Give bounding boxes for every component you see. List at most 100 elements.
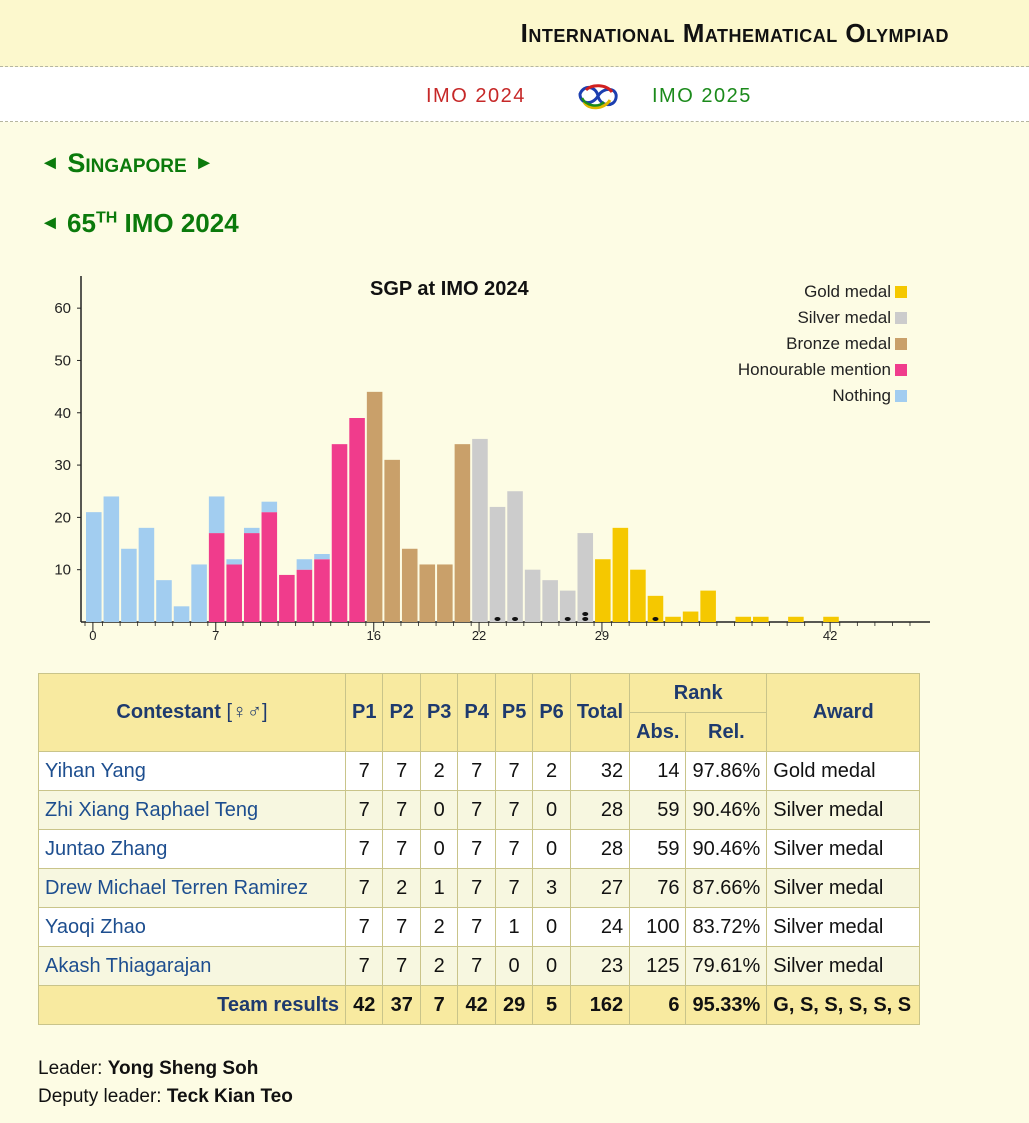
rank-abs: 76 [629, 868, 687, 908]
problem-score: 7 [344, 790, 384, 830]
col-p6[interactable]: P6 [532, 673, 571, 752]
bar-nothing-1 [103, 496, 120, 622]
col-p3[interactable]: P3 [419, 673, 459, 752]
problem-score: 2 [382, 868, 421, 908]
legend-gold-swatch [895, 286, 907, 298]
bar-gold-32 [647, 595, 664, 622]
bar-nothing-8 [226, 559, 242, 565]
col-award[interactable]: Award [766, 673, 921, 752]
imo-logo-icon[interactable] [574, 80, 622, 116]
col-p2[interactable]: P2 [382, 673, 421, 752]
contestant-name[interactable]: Drew Michael Terren Ramirez [38, 868, 346, 908]
prev-edition-link[interactable]: IMO 2024 [426, 85, 526, 107]
bar-silver-27 [559, 590, 576, 622]
award: Silver medal [766, 946, 921, 986]
bar-gold-31 [630, 569, 646, 622]
problem-score: 7 [494, 790, 534, 830]
rank-rel: 79.61% [685, 946, 768, 986]
problem-score: 0 [532, 907, 571, 947]
col-rank-abs[interactable]: Abs. [629, 712, 687, 752]
bar-nothing-2 [121, 548, 137, 622]
problem-score: 7 [457, 907, 496, 947]
bar-nothing-5 [173, 606, 190, 622]
bar-honourable-14 [331, 444, 348, 622]
edition-nav: IMO 2024 IMO 2025 [0, 67, 1029, 122]
prev-edition-arrow[interactable]: ◄ [40, 212, 60, 234]
bar-honourable-9 [243, 533, 260, 622]
problem-score: 7 [382, 907, 421, 947]
rank-abs: 14 [629, 751, 687, 791]
y-tick-label: 50 [54, 352, 71, 369]
team-total: 162 [569, 985, 631, 1025]
gender-symbols[interactable]: [♀♂] [226, 701, 268, 723]
contestant-name[interactable]: Yaoqi Zhao [38, 907, 346, 947]
rank-abs: 125 [629, 946, 687, 986]
contestant-name[interactable]: Akash Thiagarajan [38, 946, 346, 986]
contestant-name[interactable]: Zhi Xiang Raphael Teng [38, 790, 346, 830]
problem-score: 1 [419, 868, 459, 908]
team-rank-rel: 95.33% [685, 985, 768, 1025]
problem-score: 7 [382, 790, 421, 830]
leader-name[interactable]: Yong Sheng Soh [107, 1058, 259, 1079]
y-tick-label: 30 [54, 457, 71, 474]
bar-silver-28 [577, 533, 594, 622]
rank-abs: 59 [629, 790, 687, 830]
bar-gold-37 [735, 616, 752, 622]
col-p1[interactable]: P1 [344, 673, 384, 752]
edition-number: 65 [67, 208, 96, 238]
chart-title: SGP at IMO 2024 [370, 278, 529, 300]
col-rank-rel[interactable]: Rel. [685, 712, 768, 752]
prev-country-arrow[interactable]: ◄ [40, 152, 60, 174]
leaders-info: Leader: Yong Sheng Soh Deputy leader: Te… [38, 1055, 293, 1111]
award: Silver medal [766, 829, 921, 869]
bar-nothing-0 [86, 512, 102, 622]
next-edition-link[interactable]: IMO 2025 [652, 85, 752, 107]
legend-honourable-label: Honourable mention [737, 360, 891, 379]
results-table: Contestant [♀♂] P1 P2 P3 P4 P5 P6 Total … [38, 673, 921, 1025]
bar-bronze-20 [437, 564, 453, 622]
bar-honourable-11 [279, 574, 295, 622]
deputy-name[interactable]: Teck Kian Teo [166, 1086, 293, 1107]
col-p4[interactable]: P4 [457, 673, 496, 752]
bar-nothing-13 [314, 554, 330, 560]
y-tick-label: 20 [54, 509, 71, 526]
bar-gold-34 [682, 611, 699, 622]
team-results-label[interactable]: Team results [38, 985, 346, 1025]
problem-score: 7 [382, 946, 421, 986]
total-score: 32 [569, 751, 631, 791]
award: Silver medal [766, 868, 921, 908]
problem-score: 3 [532, 868, 571, 908]
total-score: 27 [569, 868, 631, 908]
x-tick-label: 0 [89, 628, 96, 643]
total-score: 28 [569, 829, 631, 869]
country-heading: ◄ Singapore ► [40, 148, 214, 179]
contestant-name[interactable]: Juntao Zhang [38, 829, 346, 869]
problem-score: 7 [344, 946, 384, 986]
col-total[interactable]: Total [569, 673, 631, 752]
legend-bronze-swatch [895, 338, 907, 350]
table-row: Yaoqi Zhao 7 7 2 7 1 0 24 100 83.72% Silver medal [38, 907, 921, 947]
problem-score: 7 [457, 751, 496, 791]
legend-silver-label: Silver medal [797, 308, 891, 327]
col-contestant: Contestant [♀♂] [38, 673, 346, 752]
table-row: Juntao Zhang 7 7 0 7 7 0 28 59 90.46% Silver medal [38, 829, 921, 869]
problem-score: 7 [494, 868, 534, 908]
site-title[interactable]: International Mathematical Olympiad [520, 18, 949, 48]
col-p5[interactable]: P5 [494, 673, 534, 752]
team-marker [582, 612, 589, 616]
problem-score: 7 [344, 829, 384, 869]
bar-silver-26 [542, 580, 558, 622]
next-country-arrow[interactable]: ► [194, 152, 214, 174]
award: Silver medal [766, 790, 921, 830]
contestant-name[interactable]: Yihan Yang [38, 751, 346, 791]
legend-honourable: Honourable mention [738, 360, 907, 386]
team-marker [582, 617, 589, 621]
award: Silver medal [766, 907, 921, 947]
rank-abs: 59 [629, 829, 687, 869]
x-tick-label: 22 [472, 628, 486, 643]
bar-silver-24 [507, 491, 523, 622]
bar-silver-25 [524, 569, 541, 622]
problem-score: 0 [532, 829, 571, 869]
bar-gold-30 [612, 527, 629, 622]
contestant-header[interactable]: Contestant [116, 701, 221, 723]
